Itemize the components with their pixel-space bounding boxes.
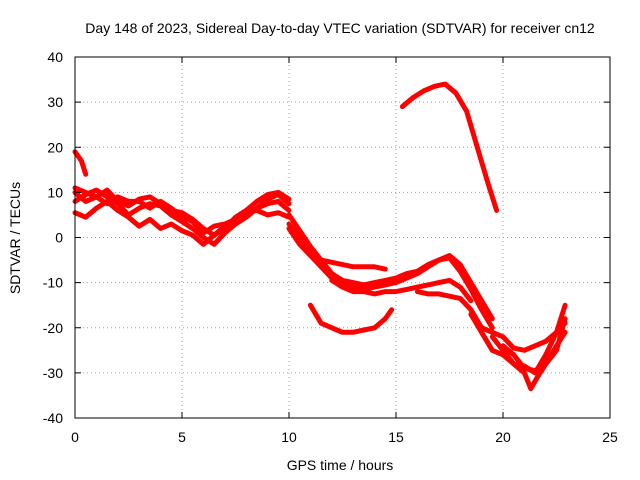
x-tick-label: 15	[388, 429, 404, 445]
x-tick-label: 20	[495, 429, 511, 445]
series-arc-9	[329, 277, 474, 304]
chart-title: Day 148 of 2023, Sidereal Day-to-day VTE…	[85, 20, 595, 36]
x-tick-label: 5	[178, 429, 186, 445]
y-axis-label: SDTVAR / TECUs	[7, 182, 23, 294]
y-tick-labels: -40 -30 -20 -10 0 10 20 30 40	[43, 49, 63, 426]
y-tick-label: -40	[43, 410, 63, 426]
y-tick-label: 40	[47, 49, 63, 65]
y-tick-label: -10	[43, 275, 63, 291]
series-arc-6	[286, 221, 388, 272]
y-tick-label: 10	[47, 184, 63, 200]
grid-layer	[75, 57, 610, 418]
y-tick-label: 30	[47, 94, 63, 110]
x-axis-label: GPS time / hours	[287, 457, 394, 473]
series-arc-1	[72, 149, 89, 177]
y-tick-label: 20	[47, 139, 63, 155]
series-arc-12	[414, 289, 568, 353]
x-tick-label: 10	[281, 429, 297, 445]
series-layer	[72, 81, 568, 392]
y-tick-label: -20	[43, 320, 63, 336]
x-tick-label: 25	[602, 429, 618, 445]
series-arc-15	[500, 316, 568, 374]
x-tick-labels: 0 5 10 15 20 25	[71, 429, 618, 445]
tick-layer	[74, 56, 611, 419]
x-tick-label: 0	[71, 429, 79, 445]
series-arc-7	[286, 212, 495, 322]
series-arc-10	[307, 302, 395, 335]
y-tick-label: -30	[43, 365, 63, 381]
series-arc-5	[72, 189, 292, 236]
series-arc-2	[72, 185, 292, 238]
series-arc-8	[286, 226, 495, 331]
series-arc-11	[399, 81, 500, 213]
y-tick-label: 0	[55, 230, 63, 246]
